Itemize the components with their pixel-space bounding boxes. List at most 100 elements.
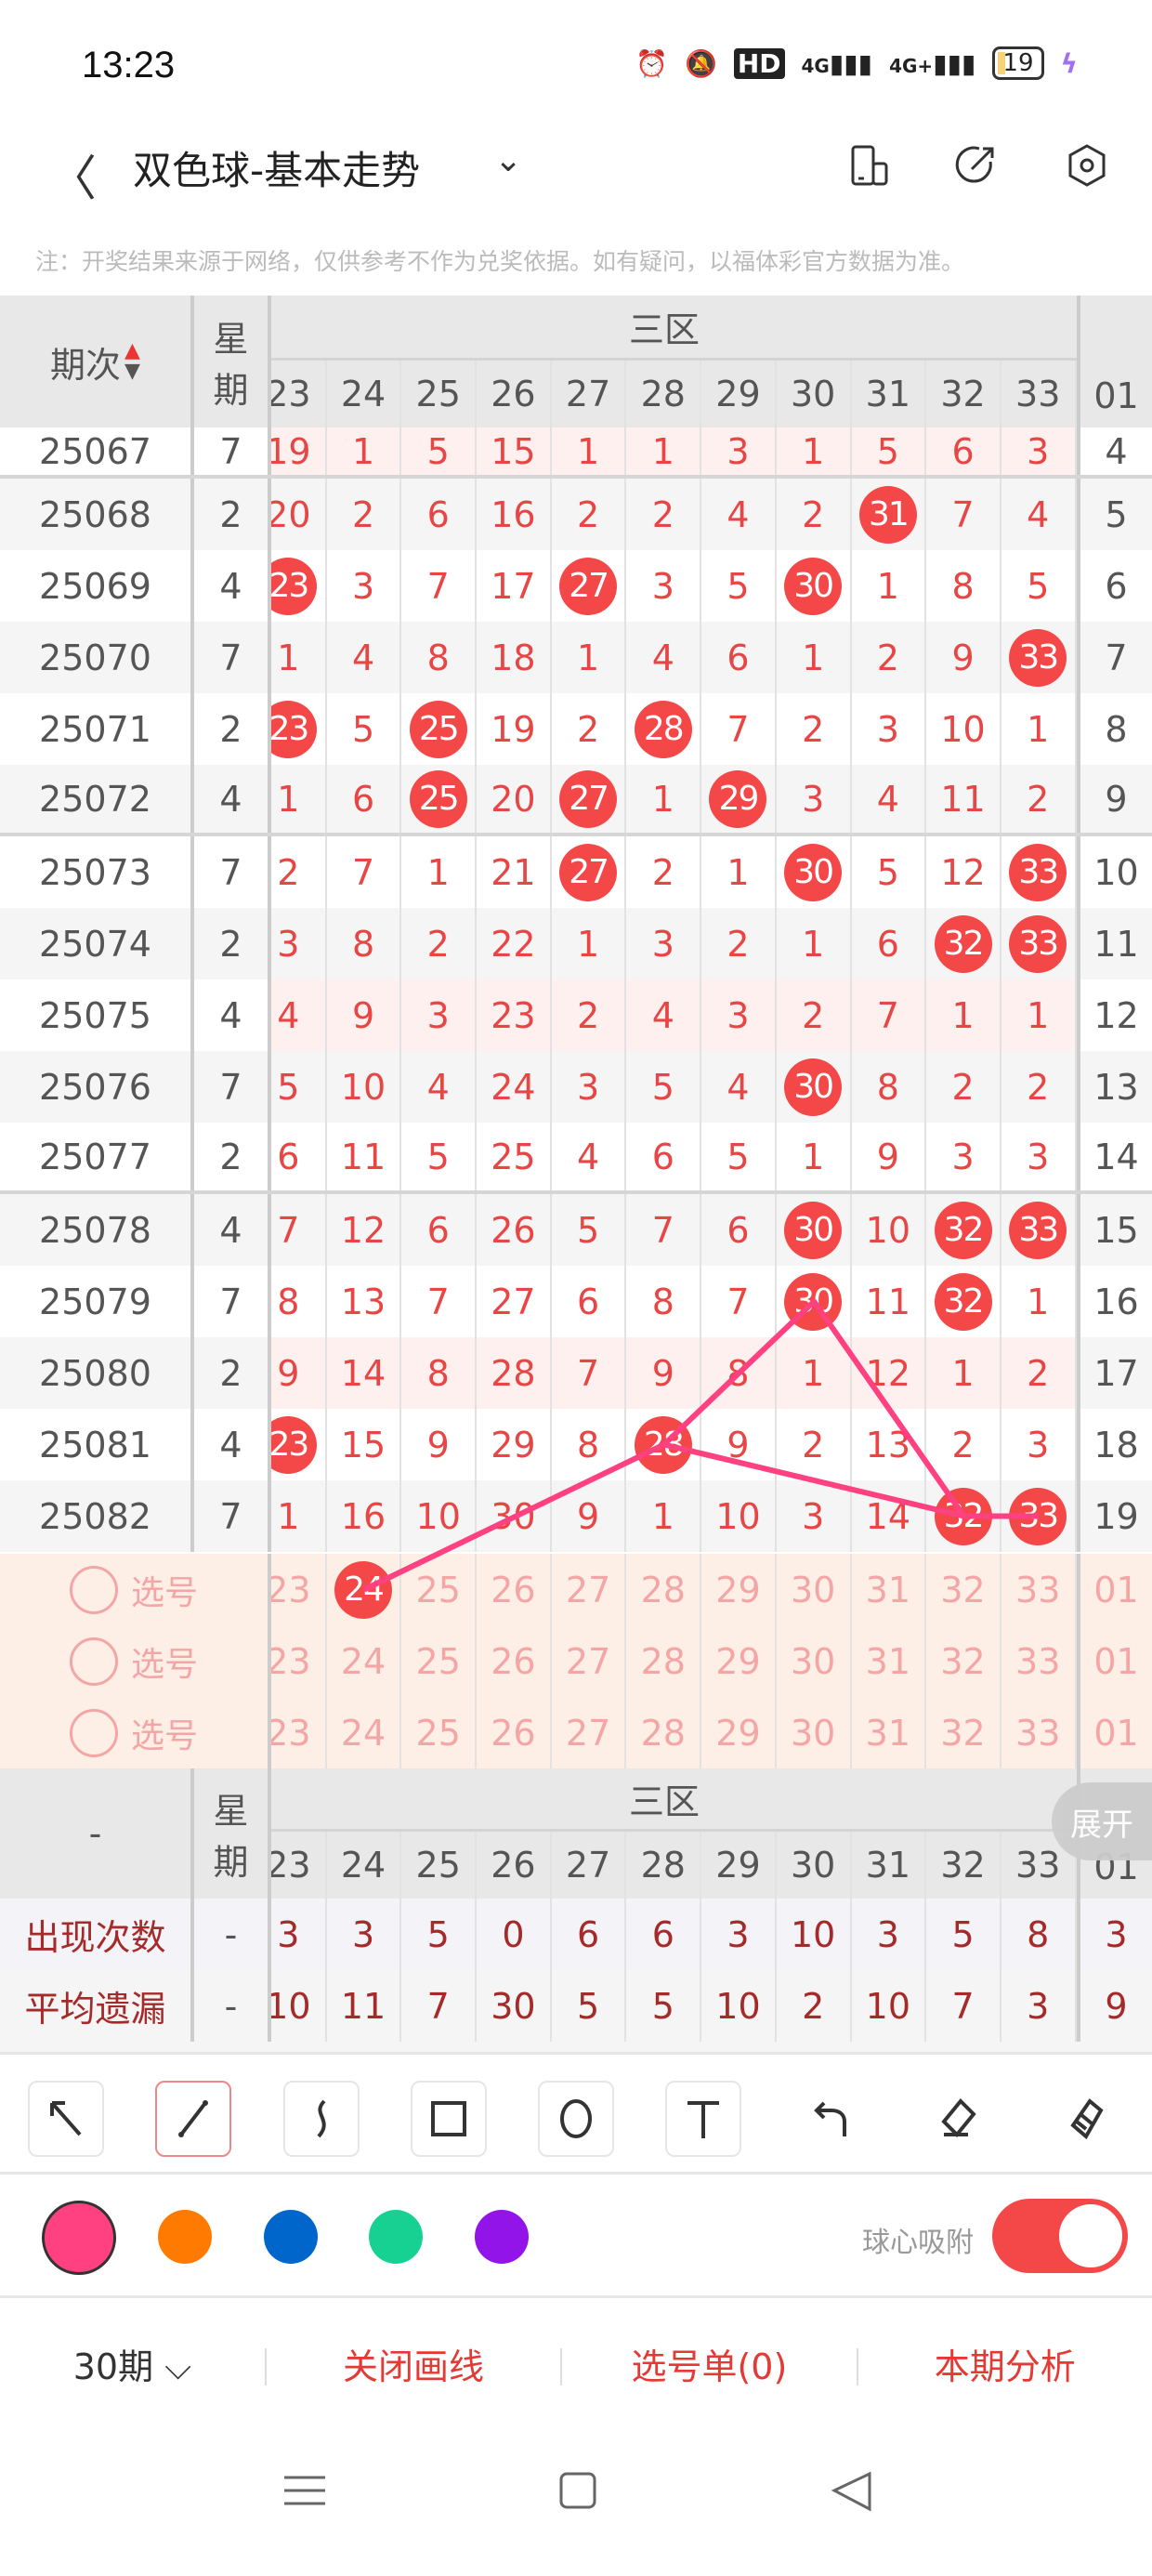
radio-circle-icon[interactable] (69, 1708, 118, 1757)
number-cell: 4 (626, 622, 702, 693)
period-analysis-button[interactable]: 本期分析 (856, 2347, 1152, 2385)
radio-circle-icon[interactable] (69, 1565, 118, 1614)
close-drawing-button[interactable]: 关闭画线 (264, 2347, 560, 2385)
select-number[interactable]: 23 (271, 1697, 327, 1768)
curve-tool-button[interactable] (283, 2081, 360, 2157)
stats-label: 平均遗漏 (0, 1970, 194, 2042)
select-number[interactable]: 28 (626, 1697, 702, 1768)
page-title[interactable]: 双色球-基本走势 (133, 148, 421, 193)
color-swatch-green[interactable] (369, 2210, 423, 2264)
select-blue-number[interactable]: 01 (1077, 1697, 1152, 1768)
color-swatch-orange[interactable] (158, 2210, 212, 2264)
select-number[interactable]: 33 (1001, 1554, 1077, 1625)
select-number[interactable]: 24 (327, 1697, 402, 1768)
period-header[interactable]: 期次 ▲ ▼ (0, 296, 194, 427)
week-cell: 2 (194, 479, 271, 550)
select-number[interactable]: 23 (271, 1554, 327, 1625)
color-swatch-purple[interactable] (475, 2210, 529, 2264)
number-cell: 12 (926, 836, 1001, 908)
back-button[interactable]: 〈 (48, 151, 98, 207)
expand-button[interactable]: 展开 (1052, 1782, 1152, 1860)
select-number[interactable]: 29 (701, 1625, 777, 1697)
screen-orientation-icon[interactable] (842, 138, 897, 193)
select-toggle[interactable]: 选号 (0, 1554, 271, 1625)
color-swatch-blue[interactable] (264, 2210, 318, 2264)
drawing-toolbar (0, 2052, 1152, 2175)
select-number[interactable]: 31 (852, 1697, 927, 1768)
select-number[interactable]: 29 (701, 1697, 777, 1768)
column-header: 31 (852, 361, 927, 427)
undo-button[interactable] (792, 2081, 869, 2157)
select-number[interactable]: 30 (777, 1554, 852, 1625)
select-cells: 23 24 25 26 27 28 29 30 31 32 33 (271, 1625, 1077, 1697)
select-toggle[interactable]: 选号 (0, 1625, 271, 1697)
home-icon[interactable] (559, 2472, 596, 2509)
undo-icon (814, 2101, 846, 2136)
select-number[interactable]: 25 (401, 1554, 478, 1625)
circle-tool-button[interactable] (538, 2081, 614, 2157)
select-number[interactable]: 31 (852, 1554, 927, 1625)
number-cell: 9 (626, 1337, 702, 1409)
select-number[interactable]: 27 (552, 1554, 627, 1625)
select-number[interactable]: 29 (701, 1554, 777, 1625)
sort-icon[interactable]: ▲ ▼ (124, 339, 140, 383)
select-number[interactable]: 28 (626, 1554, 702, 1625)
select-number[interactable]: 26 (477, 1554, 552, 1625)
snap-toggle[interactable] (992, 2199, 1128, 2273)
number-cell: 27 (552, 550, 627, 622)
arrow-tool-button[interactable] (28, 2081, 104, 2157)
number-cell: 11 (852, 1266, 927, 1337)
select-blue-number[interactable]: 01 (1077, 1625, 1152, 1697)
select-number[interactable]: 30 (777, 1697, 852, 1768)
column-header: 29 (701, 361, 777, 427)
text-tool-button[interactable] (665, 2081, 741, 2157)
select-blue-number[interactable]: 01 (1077, 1554, 1152, 1625)
select-number[interactable]: 23 (271, 1625, 327, 1697)
select-number[interactable]: 25 (401, 1697, 478, 1768)
drawn-ball: 28 (634, 1415, 692, 1474)
select-number[interactable]: 25 (401, 1625, 478, 1697)
settings-icon[interactable] (1059, 138, 1115, 193)
select-number[interactable]: 24 (327, 1554, 402, 1625)
number-cells: 2 7 1 21 27 2 1 30 5 12 33 (271, 836, 1077, 908)
select-number[interactable]: 28 (626, 1625, 702, 1697)
network-label: 4G+ (889, 54, 934, 77)
color-swatch-pink[interactable] (42, 2201, 116, 2275)
back-nav-icon[interactable] (831, 2471, 871, 2512)
pick-list-button[interactable]: 选号单(0) (560, 2347, 856, 2385)
number-cells-inner: 1 4 8 18 1 4 6 1 2 9 33 (271, 622, 1077, 693)
rectangle-tool-button[interactable] (411, 2081, 487, 2157)
menu-icon[interactable] (284, 2476, 325, 2505)
select-number[interactable]: 33 (1001, 1697, 1077, 1768)
table-row: 25082 7 1 16 10 30 9 1 10 3 14 32 33 19 (0, 1480, 1152, 1552)
number-cell: 9 (701, 1409, 777, 1480)
select-number[interactable]: 33 (1001, 1625, 1077, 1697)
radio-circle-icon[interactable] (69, 1636, 118, 1686)
select-number[interactable]: 30 (777, 1625, 852, 1697)
select-toggle[interactable]: 选号 (0, 1697, 271, 1768)
number-cell: 2 (926, 1051, 1001, 1123)
select-number[interactable]: 27 (552, 1625, 627, 1697)
number-cell: 5 (401, 1899, 478, 1970)
eraser-button[interactable] (920, 2081, 996, 2157)
share-icon[interactable] (948, 138, 1003, 193)
select-number[interactable]: 32 (926, 1697, 1001, 1768)
select-number[interactable]: 24 (327, 1625, 402, 1697)
clear-button[interactable] (1047, 2081, 1123, 2157)
select-number[interactable]: 32 (926, 1554, 1001, 1625)
line-tool-button[interactable] (155, 2081, 231, 2157)
number-cell: 11 (327, 1123, 402, 1190)
select-number[interactable]: 26 (477, 1697, 552, 1768)
blue-cell: 5 (1077, 479, 1152, 550)
chevron-down-icon[interactable]: ⌄ (494, 141, 523, 179)
number-cell: 5 (701, 550, 777, 622)
select-number[interactable]: 32 (926, 1625, 1001, 1697)
select-number[interactable]: 26 (477, 1625, 552, 1697)
select-number[interactable]: 31 (852, 1625, 927, 1697)
select-number[interactable]: 27 (552, 1697, 627, 1768)
period-count-dropdown[interactable]: 30期 ⌵ (0, 2348, 265, 2385)
week-cell: 4 (194, 765, 271, 833)
drawn-ball: 32 (934, 914, 992, 973)
alarm-icon: ⏰ (635, 47, 668, 79)
week-cell: 7 (194, 1051, 271, 1123)
